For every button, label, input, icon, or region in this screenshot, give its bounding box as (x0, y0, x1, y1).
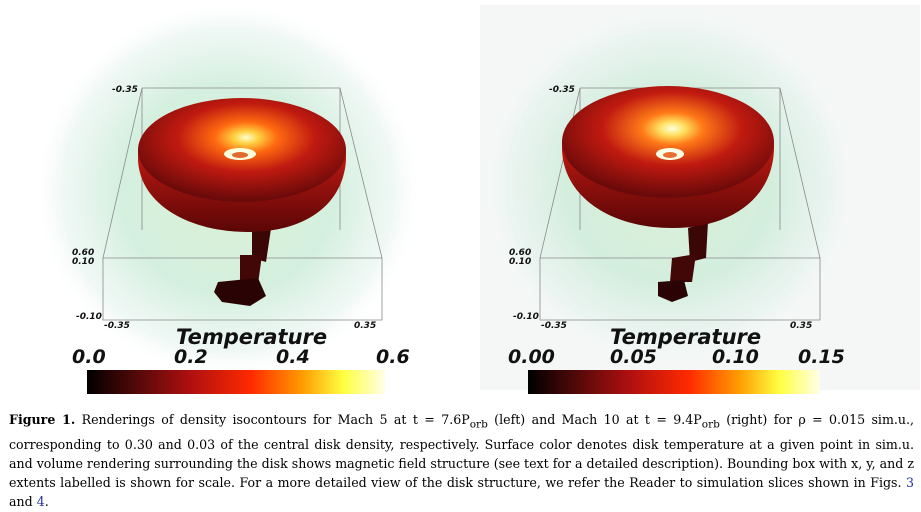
right-rendering-panel: -0.35 0.60 0.10 -0.10 -0.35 0.35 Tempera… (460, 0, 921, 400)
caption-text-2: (left) and Mach 10 at t = 9.4P (487, 412, 702, 427)
figure-ref-4-link[interactable]: 4 (36, 493, 45, 509)
colorbar-title: Temperature (176, 325, 327, 349)
right-rendering-svg: -0.35 0.60 0.10 -0.10 -0.35 0.35 Tempera… (480, 5, 920, 394)
bbox-label-x-left: -0.35 (104, 321, 130, 331)
colorbar-gradient (87, 370, 385, 394)
caption-text-5: . (44, 493, 49, 509)
bbox-label-y-hi: 0.60 (72, 248, 94, 258)
figure-ref-3-link[interactable]: 3 (905, 474, 914, 490)
bbox-label-top: -0.35 (112, 85, 138, 95)
caption-text-1: Renderings of density isocontours for Ma… (75, 412, 470, 427)
caption-subscript-1: orb (469, 418, 488, 431)
colorbar-title: Temperature (610, 325, 761, 349)
colorbar-tick-1: 0.05 (610, 346, 657, 368)
bbox-label-z-lo: -0.10 (76, 312, 102, 322)
caption-subscript-2: orb (701, 418, 720, 431)
bbox-label-y-hi: 0.60 (509, 248, 531, 258)
bbox-label-top: -0.35 (549, 85, 575, 95)
figure-label: Figure 1. (9, 412, 76, 427)
caption-text-4: and (9, 493, 37, 509)
bbox-label-x-left: -0.35 (541, 321, 567, 331)
bbox-label-x-right: 0.35 (790, 321, 812, 331)
colorbar-tick-2: 0.10 (712, 346, 759, 368)
left-rendering-panel: -0.35 0.60 0.10 -0.10 -0.35 0.35 Tempera… (0, 0, 460, 400)
colorbar-gradient (528, 370, 820, 394)
density-isocontour-disk (562, 86, 774, 228)
colorbar-tick-3: 0.15 (798, 346, 845, 368)
colorbar-tick-0: 0.0 (72, 346, 106, 368)
colorbar-tick-0: 0.00 (508, 346, 555, 368)
colorbar-tick-2: 0.4 (276, 346, 310, 368)
figure-caption: Figure 1. Renderings of density isoconto… (9, 410, 914, 511)
bbox-label-z-lo: -0.10 (513, 312, 539, 322)
left-rendering-svg: -0.35 0.60 0.10 -0.10 -0.35 0.35 Tempera… (33, 0, 423, 394)
disk-tail (214, 222, 272, 306)
colorbar-tick-1: 0.2 (174, 346, 208, 368)
bbox-label-y-lo: 0.10 (509, 257, 531, 267)
colorbar-tick-3: 0.6 (376, 346, 410, 368)
bbox-label-y-lo: 0.10 (72, 257, 94, 267)
density-isocontour-disk (138, 98, 346, 232)
caption-text-3: (right) for ρ = 0.015 sim.u., correspond… (9, 412, 915, 490)
bbox-label-x-right: 0.35 (354, 321, 376, 331)
disk-tail (658, 222, 708, 302)
